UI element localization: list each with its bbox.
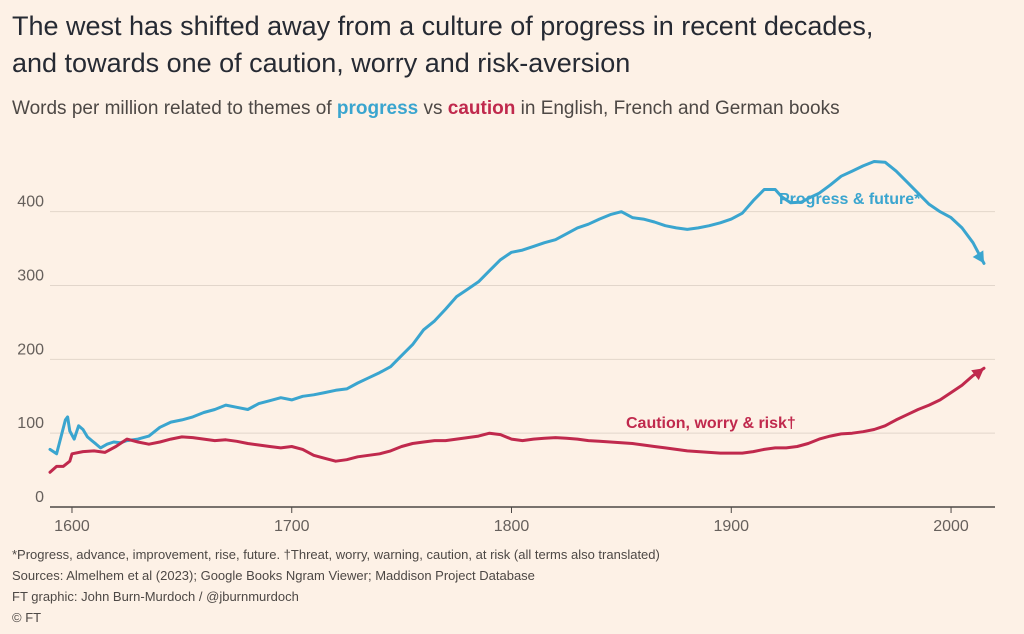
line-chart: 0 100 200 300 400 1600 1700 1800 1900 2000 Progr… [17, 160, 995, 535]
footnote-sources: Sources: Almelhem et al (2023); Google B… [12, 568, 535, 583]
y-tick-label: 0 [35, 489, 44, 506]
y-axis-ticks: 0 100 200 300 400 [17, 194, 44, 506]
arrowhead-progress [972, 250, 985, 264]
y-tick-label: 100 [17, 415, 44, 432]
footnote-credit: FT graphic: John Burn-Murdoch / @jburnmu… [12, 589, 299, 604]
x-axis-ticks: 1600 1700 1800 1900 2000 [54, 507, 969, 535]
subtitle-mid: vs [418, 98, 448, 119]
grid-lines [50, 211, 995, 508]
subtitle-suffix: in English, French and German books [515, 98, 840, 119]
y-tick-label: 400 [17, 194, 44, 211]
series-labels: Progress & future* Caution, worry & risk† [626, 191, 921, 432]
chart-title: The west has shifted away from a culture… [12, 8, 1012, 82]
series-lines [48, 160, 986, 474]
footnote-definitions: *Progress, advance, improvement, rise, f… [12, 547, 660, 562]
x-tick-label: 1600 [54, 518, 90, 535]
y-tick-label: 200 [17, 341, 44, 358]
x-tick-label: 1900 [713, 518, 749, 535]
subtitle-keyword-caution: caution [447, 98, 516, 119]
x-tick-label: 1700 [274, 518, 310, 535]
y-tick-label: 300 [17, 268, 44, 285]
chart-subtitle: Words per million related to themes of p… [12, 96, 840, 122]
footnote-copyright: © FT [12, 610, 42, 625]
series-line-caution [48, 366, 986, 474]
title-line-2: and towards one of caution, worry and ri… [12, 48, 631, 78]
subtitle-prefix: Words per million related to themes of [12, 98, 337, 119]
series-label-caution: Caution, worry & risk† [626, 415, 796, 432]
arrowhead-caution [971, 368, 985, 381]
x-tick-label: 2000 [933, 518, 969, 535]
title-line-1: The west has shifted away from a culture… [12, 11, 874, 41]
subtitle-keyword-progress: progress [336, 98, 419, 119]
x-tick-label: 1800 [494, 518, 530, 535]
series-label-progress: Progress & future* [779, 191, 921, 208]
